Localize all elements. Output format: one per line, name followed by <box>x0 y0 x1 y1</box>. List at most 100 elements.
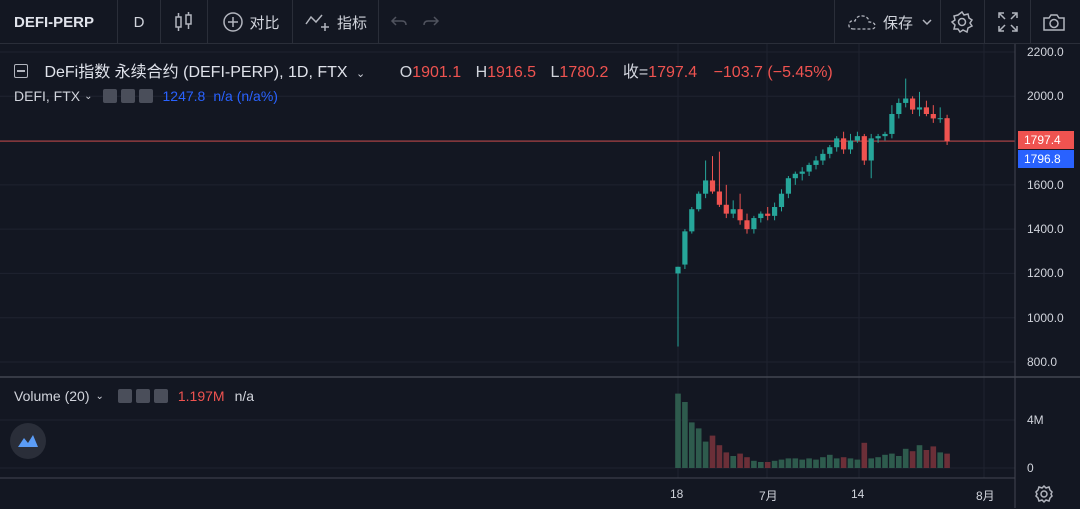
tradingview-logo[interactable] <box>10 423 46 459</box>
redo-button[interactable] <box>418 0 444 44</box>
compare-button[interactable]: 对比 <box>215 0 287 44</box>
interval-button[interactable]: D <box>133 13 145 31</box>
volume-bar <box>937 452 943 468</box>
open-value: 1901.1 <box>412 64 462 81</box>
volume-bar <box>896 456 902 468</box>
save-label: 保存 <box>882 14 913 32</box>
candle-body <box>813 160 819 165</box>
close-value: 1797.4 <box>648 64 698 81</box>
candle-body <box>799 171 805 174</box>
candle-body <box>689 209 695 232</box>
candle-body <box>882 133 888 137</box>
volume-bar <box>737 453 743 468</box>
volume-bar <box>716 445 723 468</box>
volume-bar <box>709 435 716 468</box>
chevron-down-icon[interactable]: ⌄ <box>356 68 366 80</box>
candle-body <box>716 191 722 205</box>
volume-bar <box>861 442 868 468</box>
candle-body <box>751 218 757 230</box>
collapse-toggle[interactable] <box>14 64 28 78</box>
save-button[interactable]: 保存 <box>842 0 938 44</box>
candle-body <box>806 164 812 172</box>
candle-body <box>785 178 791 194</box>
close-icon[interactable] <box>138 89 153 103</box>
price-tick-label: 1000.0 <box>1027 310 1064 325</box>
candle-body <box>910 98 916 110</box>
chevron-down-icon <box>922 19 932 26</box>
settings-button[interactable] <box>946 0 978 44</box>
indicator-na: n/a (n/a%) <box>213 88 278 104</box>
volume-bar <box>799 459 805 468</box>
price-tick-label: 1600.0 <box>1027 177 1064 192</box>
volume-bar <box>854 459 861 468</box>
undo-button[interactable] <box>386 0 412 44</box>
volume-name: Volume (20) <box>14 388 90 404</box>
volume-bar <box>771 460 778 468</box>
toolbar-divider <box>117 0 118 44</box>
gear-icon <box>1035 484 1053 504</box>
candlestick-icon <box>175 12 192 31</box>
volume-tick-label: 4M <box>1027 413 1044 427</box>
candle-body <box>730 209 736 214</box>
candle-body <box>737 209 743 221</box>
chevron-down-icon[interactable]: ⌄ <box>95 390 104 402</box>
chart-type-button[interactable] <box>163 0 205 44</box>
chevron-down-icon[interactable]: ⌄ <box>84 90 93 102</box>
volume-bar <box>882 454 888 468</box>
gear-icon[interactable] <box>135 389 150 403</box>
candle-body <box>703 180 709 194</box>
snapshot-button[interactable] <box>1036 0 1072 44</box>
volume-value: 1.197M <box>177 388 225 404</box>
chart-settings-button[interactable] <box>1034 484 1054 509</box>
plus-circle-icon <box>223 12 244 32</box>
symbol-search-button[interactable]: DEFI-PERP <box>14 13 95 31</box>
compare-label: 对比 <box>249 14 280 32</box>
volume-bar <box>792 458 799 468</box>
candle-body <box>772 207 778 216</box>
toolbar-divider <box>207 0 208 44</box>
volume-bar <box>923 450 930 468</box>
volume-bar <box>702 441 709 468</box>
time-tick-label: 7月 <box>759 489 778 503</box>
candle-body <box>709 180 716 192</box>
price-tick-label: 1400.0 <box>1027 222 1064 237</box>
candle-body <box>875 136 881 139</box>
symbol-legend: DeFi指数 永续合约 (DEFI-PERP), 1D, FTX ⌄ O1901… <box>14 58 833 82</box>
toolbar-divider <box>1030 0 1031 44</box>
toolbar-divider <box>940 0 941 44</box>
volume-bar <box>764 462 771 468</box>
toolbar-divider <box>984 0 985 44</box>
price-tick-label: 800.0 <box>1027 355 1058 369</box>
time-tick-label: 18 <box>670 487 684 501</box>
candle-body <box>758 213 764 219</box>
low-label: L <box>550 64 560 81</box>
gear-icon[interactable] <box>120 89 135 103</box>
index-indicator-legend: DEFI, FTX ⌄ 1247.8 n/a (n/a%) <box>14 88 278 104</box>
candle-body <box>820 153 826 161</box>
volume-bar <box>889 453 895 468</box>
volume-bar <box>847 458 854 468</box>
top-toolbar: DEFI-PERP D 对比 指标 保存 <box>0 0 1080 44</box>
volume-bar <box>813 459 819 468</box>
eye-icon[interactable] <box>102 89 117 103</box>
minus-icon <box>17 70 25 72</box>
indicators-label: 指标 <box>336 14 367 32</box>
change-value: −103.7 (−5.45%) <box>713 64 833 81</box>
fullscreen-button[interactable] <box>990 0 1026 44</box>
open-label: O <box>399 64 413 81</box>
eye-icon[interactable] <box>117 389 132 403</box>
close-icon[interactable] <box>153 389 168 403</box>
volume-bar <box>944 453 950 468</box>
undo-icon <box>390 16 407 26</box>
candle-body <box>834 138 840 148</box>
volume-bar <box>909 451 916 468</box>
volume-bar <box>778 459 785 468</box>
indicators-button[interactable]: 指标 <box>300 0 372 44</box>
toolbar-divider <box>834 0 835 44</box>
volume-bar <box>730 456 736 468</box>
candle-body <box>861 136 867 161</box>
price-chart[interactable] <box>0 44 1080 508</box>
candle-body <box>854 136 860 141</box>
candle-body <box>889 114 895 134</box>
candle-body <box>696 193 702 210</box>
